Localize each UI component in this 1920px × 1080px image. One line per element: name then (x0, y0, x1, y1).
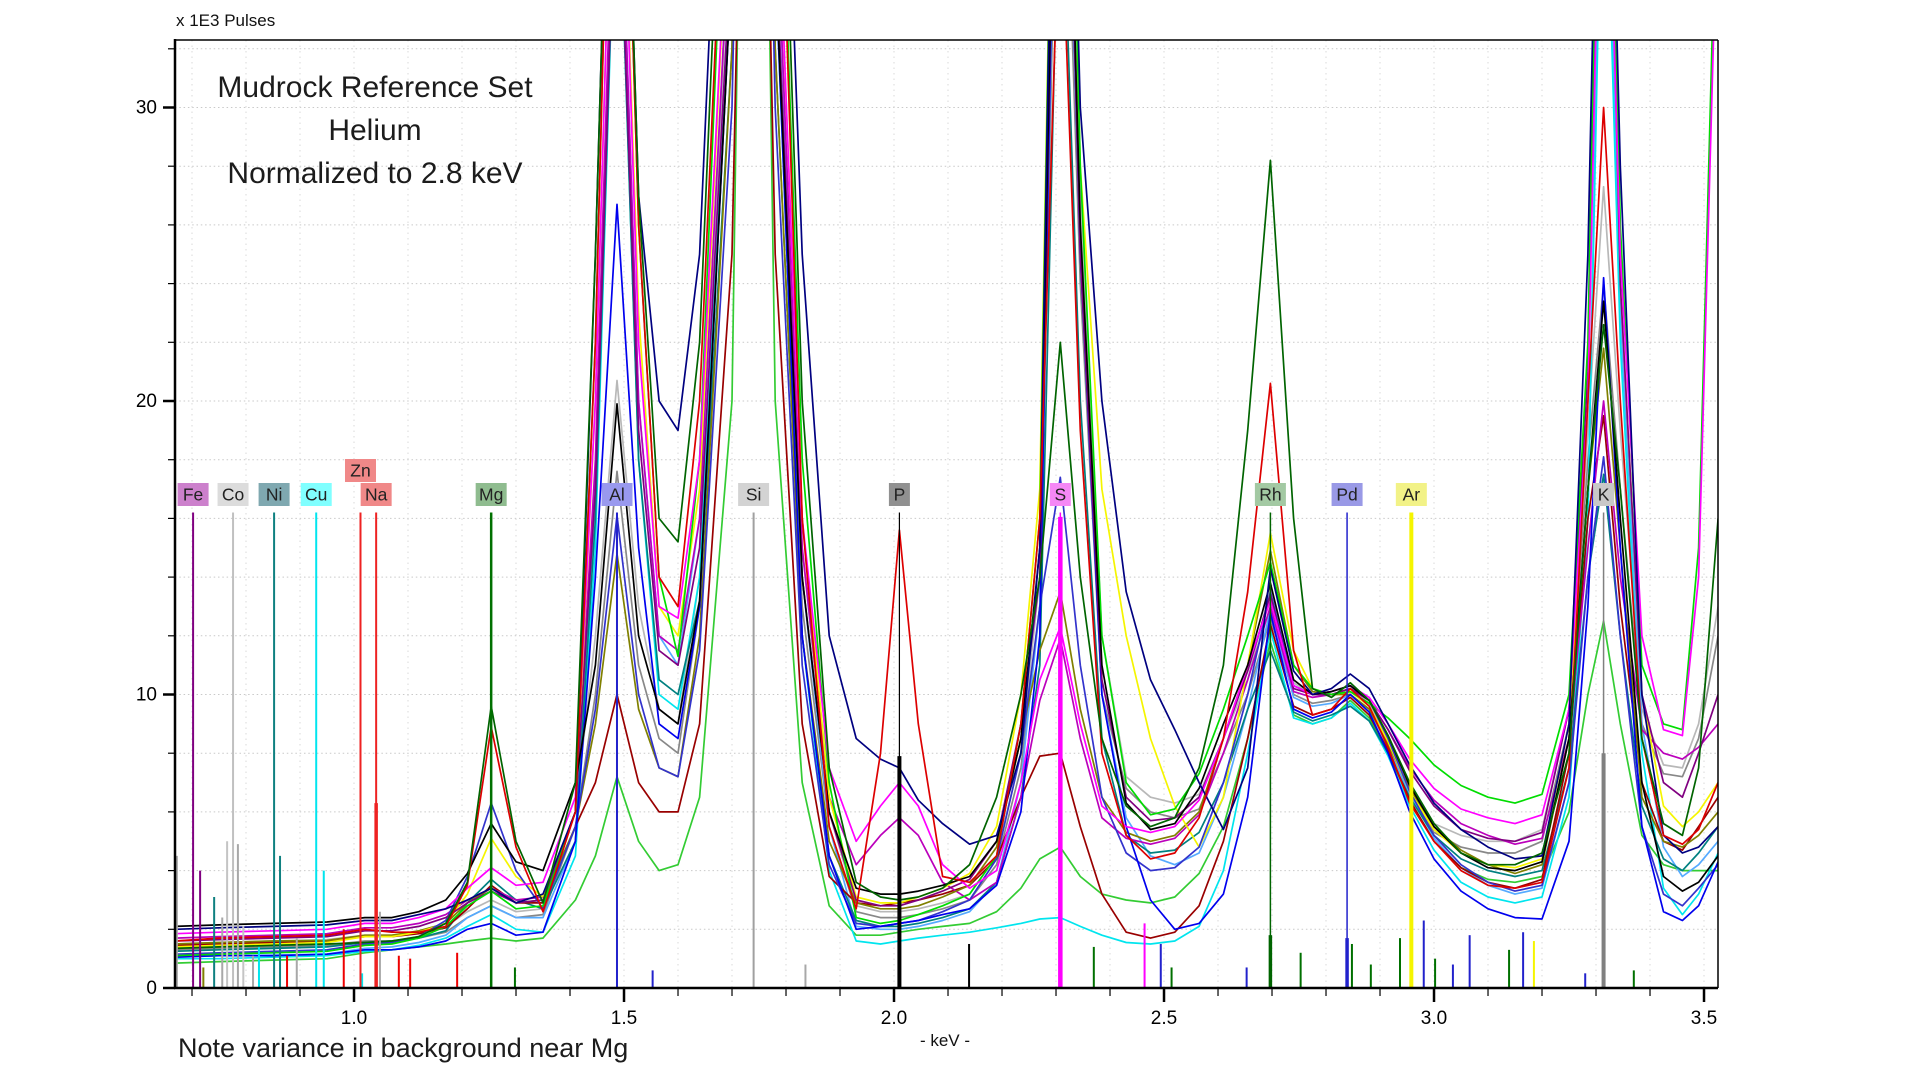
y-tick-label: 20 (136, 391, 157, 412)
element-label-si: Si (746, 485, 762, 505)
element-label-s: S (1054, 485, 1066, 505)
y-tick-label: 30 (136, 98, 157, 119)
spectrum-green-low (175, 40, 1718, 964)
element-label-box-k (1593, 483, 1615, 506)
axes: 0 10 20 30 1.0 1.5 2.0 2.5 3.0 3.5 (136, 39, 1719, 1029)
element-markers: Fe Co Ni Cu Zn Na Mg Al Si P S Rh Pd Ar K (177, 459, 1615, 988)
y-tick-label: 0 (146, 978, 157, 999)
x-tick-label: 3.5 (1691, 1008, 1717, 1029)
element-label-box-mg (475, 483, 507, 506)
x-tick-label: 1.5 (611, 1008, 637, 1029)
element-label-box-na (360, 483, 392, 506)
spectrum-red (175, 40, 1718, 942)
element-label-box-si (738, 483, 770, 506)
x-tick-label: 2.5 (1151, 1008, 1177, 1029)
element-label-box-cu (300, 483, 332, 506)
element-label-box-s (1049, 483, 1071, 506)
element-label-co: Co (222, 485, 244, 505)
element-label-box-pd (1331, 483, 1363, 506)
chart-title: Mudrock Reference Set Helium Normalized to… (170, 66, 580, 195)
x-tick-label: 3.0 (1421, 1008, 1447, 1029)
element-label-pd: Pd (1336, 485, 1357, 505)
title-line-1: Mudrock Reference Set (217, 71, 533, 104)
element-label-box-zn (344, 459, 376, 482)
title-line-3: Normalized to 2.8 keV (227, 157, 523, 190)
element-label-box-fe (177, 483, 209, 506)
spectrum-darkred (175, 40, 1718, 947)
x-tick-label: 2.0 (881, 1008, 907, 1029)
spectrum-lightgray (175, 40, 1718, 945)
element-label-zn: Zn (350, 461, 370, 481)
y-axis-unit-label: x 1E3 Pulses (176, 11, 276, 30)
element-label-box-p (888, 483, 910, 506)
spectrum-yellow (175, 40, 1718, 948)
spectrum-darkgreen (175, 40, 1718, 950)
element-label-k: K (1598, 485, 1610, 505)
element-label-ar: Ar (1403, 485, 1421, 505)
element-label-box-co (217, 483, 249, 506)
spectrum-navy (175, 40, 1718, 931)
element-label-box-ar (1395, 483, 1427, 506)
element-label-ni: Ni (266, 485, 283, 505)
title-line-2: Helium (328, 114, 422, 147)
spectrum-cyan (175, 40, 1718, 960)
minor-emission-lines (175, 841, 1635, 988)
element-label-na: Na (365, 485, 388, 505)
element-label-box-al (601, 483, 633, 506)
annotation-note: Note variance in background near Mg (178, 1033, 629, 1063)
element-label-p: P (894, 485, 906, 505)
y-tick-label: 10 (136, 685, 157, 706)
x-tick-label: 1.0 (341, 1008, 367, 1029)
spectrum-blue (175, 40, 1718, 959)
element-label-al: Al (609, 485, 625, 505)
element-label-rh: Rh (1259, 485, 1281, 505)
x-axis-label: - keV - (919, 1031, 971, 1050)
element-label-mg: Mg (479, 485, 503, 505)
spectrum-magenta (175, 40, 1715, 935)
element-label-box-rh (1254, 483, 1286, 506)
series-lines (175, 40, 1718, 964)
element-label-fe: Fe (183, 485, 203, 505)
element-label-cu: Cu (305, 485, 327, 505)
element-label-box-ni (258, 483, 290, 506)
gridlines (175, 40, 1718, 988)
